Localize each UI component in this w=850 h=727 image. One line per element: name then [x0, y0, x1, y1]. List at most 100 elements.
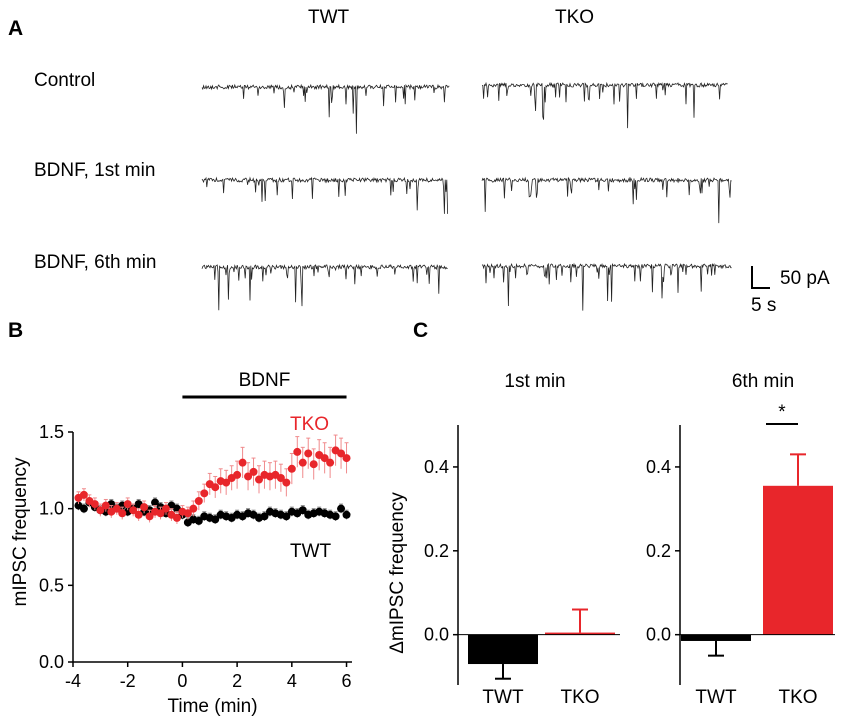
y-tick-label: 1.5 — [39, 422, 64, 442]
data-point — [194, 516, 203, 525]
data-point — [211, 515, 220, 524]
current-traces — [201, 81, 732, 311]
panel-c: C 0.0 0.2 0.4 1st min TWT TKO ΔmIPSC frequency… — [387, 319, 835, 708]
scale-bar-lines — [751, 266, 770, 289]
y-tick-label: 0.4 — [646, 457, 671, 477]
data-point — [129, 506, 138, 515]
bar-chart-1st-min: 0.0 0.2 0.4 1st min TWT TKO ΔmIPSC frequency — [387, 371, 620, 708]
scale-bar-time: 5 s — [751, 295, 776, 316]
data-point — [337, 504, 346, 513]
bdnf-label: BDNF — [239, 370, 291, 391]
y-tick-label: 0.0 — [646, 625, 671, 645]
data-point — [320, 454, 329, 463]
scale-bar-amplitude: 50 pA — [780, 268, 830, 289]
data-point — [342, 510, 351, 519]
bar-chart-6th-min: 0.0 0.2 0.4 6th min TWT TKO * — [646, 371, 835, 708]
bar-twt — [681, 634, 751, 641]
column-label-twt: TWT — [308, 7, 350, 28]
y-tick-label: 0.2 — [646, 541, 671, 561]
data-point — [337, 449, 346, 458]
panel-a-letter: A — [8, 17, 23, 40]
time-course-chart: -4 -2 0 2 4 6 0.0 0.5 1.0 1.5 Time (min) mIPSC freq… — [10, 370, 352, 717]
bar-tko — [545, 632, 615, 635]
data-point — [156, 509, 165, 518]
data-point — [200, 489, 209, 498]
data-point — [298, 506, 307, 515]
data-point — [189, 504, 198, 513]
data-point — [331, 512, 340, 521]
y-tick-label: 0.4 — [424, 457, 449, 477]
x-axis-label: Time (min) — [167, 696, 257, 717]
category-label: TWT — [695, 687, 737, 708]
trace-twt-control — [201, 83, 450, 134]
x-tick-label: 6 — [342, 671, 352, 691]
data-point — [309, 460, 318, 469]
data-point — [79, 490, 88, 499]
data-point — [244, 472, 253, 481]
trace-tko-bdnf-1st — [481, 176, 732, 224]
panel-b: B -4 -2 0 2 4 6 0.0 0.5 1.0 1.5 Time (min) mIPSC fr… — [8, 319, 352, 717]
data-point — [183, 509, 192, 518]
y-tick-label: 0.0 — [39, 652, 64, 672]
data-point — [233, 470, 242, 479]
data-point — [326, 458, 335, 467]
trace-twt-bdnf-6th — [201, 263, 448, 311]
data-point — [304, 449, 313, 458]
x-tick-label: 2 — [232, 671, 242, 691]
data-point — [255, 475, 263, 484]
y-tick-label: 0.5 — [39, 575, 64, 595]
panel-a: A TWT TKO Control BDNF, 1st min BDNF, 6t… — [8, 7, 830, 316]
chart-title: 6th min — [732, 371, 794, 392]
y-tick-label: 0.0 — [424, 625, 449, 645]
x-tick-label: 0 — [177, 671, 187, 691]
data-point — [293, 447, 302, 456]
data-point — [260, 512, 269, 521]
series-tko — [74, 434, 351, 524]
data-point — [222, 478, 231, 487]
data-point — [134, 510, 143, 519]
data-point — [342, 454, 351, 463]
legend-tko: TKO — [290, 414, 329, 435]
column-label-tko: TKO — [555, 7, 594, 28]
data-point — [298, 458, 307, 467]
data-point — [282, 478, 291, 487]
row-label-bdnf-1st: BDNF, 1st min — [34, 160, 155, 181]
category-label: TKO — [560, 687, 599, 708]
data-point — [194, 497, 203, 505]
y-axis-label: ΔmIPSC frequency — [387, 492, 408, 654]
trace-tko-control — [482, 81, 728, 129]
trace-tko-bdnf-6th — [481, 262, 732, 311]
bar-tko — [763, 485, 833, 635]
data-point — [118, 509, 127, 518]
y-axis-label: mIPSC frequency — [10, 457, 31, 606]
data-point — [162, 504, 170, 513]
data-point — [140, 503, 149, 512]
row-label-control: Control — [34, 70, 95, 91]
data-point — [145, 512, 154, 521]
data-point — [211, 483, 220, 492]
bar-twt — [468, 634, 538, 665]
data-point — [287, 464, 296, 473]
data-point — [123, 500, 132, 509]
data-point — [276, 474, 285, 482]
data-point — [90, 500, 99, 509]
category-label: TKO — [778, 687, 817, 708]
panel-c-letter: C — [413, 319, 428, 342]
x-tick-label: -4 — [65, 671, 81, 691]
x-tick-label: -2 — [120, 671, 136, 691]
data-point — [79, 504, 88, 513]
y-tick-label: 0.2 — [424, 541, 449, 561]
data-point — [249, 467, 258, 476]
data-point — [96, 506, 105, 515]
panel-b-letter: B — [8, 319, 23, 342]
data-point — [282, 512, 291, 521]
trace-twt-bdnf-1st — [201, 176, 448, 214]
x-tick-label: 4 — [287, 671, 297, 691]
data-point — [101, 501, 110, 510]
y-tick-label: 1.0 — [39, 499, 64, 519]
chart-title: 1st min — [504, 371, 565, 392]
data-point — [238, 458, 247, 467]
data-point — [172, 513, 181, 522]
row-label-bdnf-6th: BDNF, 6th min — [34, 252, 156, 273]
